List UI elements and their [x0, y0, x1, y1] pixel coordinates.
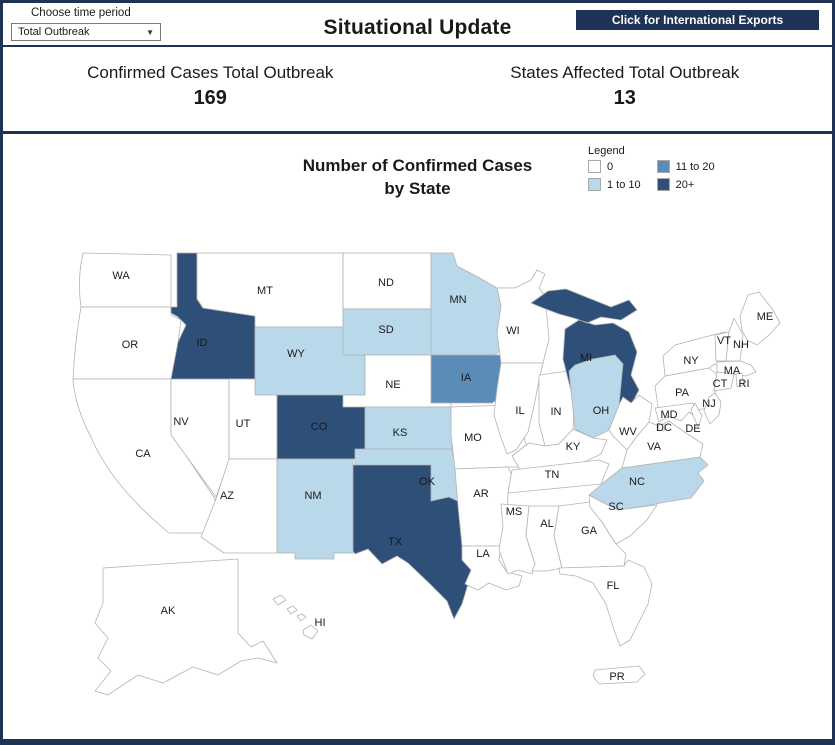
- state-CT[interactable]: [713, 371, 735, 392]
- map-title: Number of Confirmed Cases by State: [3, 155, 832, 201]
- state-WV[interactable]: [608, 394, 653, 451]
- state-TN[interactable]: [507, 459, 610, 494]
- legend-swatch-2: [656, 160, 670, 173]
- state-OH[interactable]: [568, 354, 624, 439]
- page-title: Situational Update: [323, 16, 512, 39]
- map-title-line2: by State: [384, 178, 451, 198]
- state-DE[interactable]: [690, 402, 703, 428]
- time-period-label: Choose time period: [31, 7, 131, 19]
- legend-item-1: 1 to 10: [588, 178, 641, 191]
- state-KY[interactable]: [511, 428, 608, 471]
- state-WA[interactable]: [79, 252, 172, 308]
- state-RI[interactable]: [735, 372, 745, 388]
- confirmed-cases-value: 169: [193, 87, 227, 109]
- state-AK[interactable]: [94, 558, 278, 696]
- legend-label-3: 20+: [675, 178, 695, 191]
- stats-divider: [3, 131, 832, 134]
- state-NH[interactable]: [725, 317, 744, 362]
- legend-label-1: 1 to 10: [607, 178, 641, 191]
- legend-label-0: 0: [607, 160, 614, 173]
- legend-swatch-1: [588, 178, 601, 191]
- states-affected-value: 13: [613, 87, 636, 109]
- legend-title: Legend: [588, 145, 625, 157]
- state-IL[interactable]: [493, 362, 544, 455]
- legend-label-2: 11 to 20: [675, 160, 715, 173]
- state-NJ[interactable]: [703, 392, 722, 425]
- legend-item-0: 0: [588, 160, 641, 173]
- state-HI[interactable]: [272, 594, 319, 640]
- state-SD[interactable]: [342, 308, 437, 356]
- time-period-value: Total Outbreak: [18, 26, 90, 38]
- state-label-HI: HI: [315, 617, 326, 629]
- state-KS[interactable]: [364, 406, 453, 450]
- state-ND[interactable]: [342, 252, 432, 310]
- state-PR[interactable]: [592, 665, 646, 685]
- state-CA[interactable]: [72, 378, 216, 534]
- legend-swatch-3: [656, 178, 670, 191]
- state-NC[interactable]: [588, 456, 709, 511]
- state-FL[interactable]: [558, 559, 653, 647]
- state-WI[interactable]: [496, 269, 550, 364]
- chevron-down-icon: ▼: [146, 27, 154, 37]
- us-choropleth-map: WAORCANVIDMTWYUTAZCONMNDSDNEKSOKTXMNIAMO…: [72, 252, 781, 696]
- state-LA[interactable]: [461, 545, 523, 591]
- international-exports-button[interactable]: Click for International Exports: [576, 10, 819, 30]
- legend-swatch-0: [588, 160, 601, 173]
- map-legend: Legend 0 1 to 10 11 to 20 20+: [588, 145, 715, 191]
- state-NM[interactable]: [276, 458, 354, 560]
- state-DC[interactable]: [657, 423, 666, 432]
- legend-item-2: 11 to 20: [656, 160, 715, 173]
- header-divider: [3, 45, 832, 47]
- state-OR[interactable]: [72, 306, 182, 380]
- confirmed-cases-label: Confirmed Cases Total Outbreak: [87, 63, 334, 82]
- states-affected-label: States Affected Total Outbreak: [510, 63, 740, 82]
- time-period-select[interactable]: Total Outbreak ▼: [11, 23, 161, 41]
- state-ME[interactable]: [739, 291, 781, 346]
- confirmed-cases-stat: Confirmed Cases Total Outbreak 169: [3, 63, 418, 110]
- map-title-line1: Number of Confirmed Cases: [302, 156, 533, 175]
- states-affected-stat: States Affected Total Outbreak 13: [418, 63, 833, 110]
- legend-item-3: 20+: [656, 178, 715, 191]
